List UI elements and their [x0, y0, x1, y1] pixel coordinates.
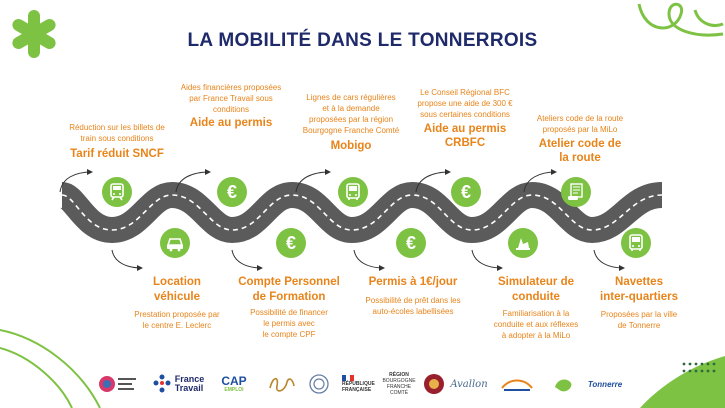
item-heading: Location véhicule [153, 276, 201, 303]
emblem-logo [304, 366, 334, 402]
svg-text:€: € [461, 182, 471, 202]
bus-icon [621, 228, 651, 258]
item-description: Proposées par la ville de Tonnerre [600, 310, 678, 330]
item-aide-permis: Aides financières proposées par France T… [163, 82, 299, 130]
svg-text:€: € [406, 233, 416, 253]
item-tarif-sncf: Réduction sur les billets de train sous … [55, 122, 179, 161]
bus-icon [338, 177, 368, 207]
item-heading: Permis à 1€/jour [368, 276, 458, 288]
road [58, 181, 664, 244]
item-description: Familiarisation à la conduite et aux réf… [493, 309, 579, 340]
page-title: LA MOBILITÉ DANS LE TONNERROIS [187, 30, 538, 51]
item-description: Possibilité de financer le permis avec l… [250, 308, 328, 339]
euro-icon: € [451, 177, 481, 207]
svg-text:€: € [286, 233, 296, 253]
item-heading: Mobigo [330, 140, 372, 152]
euro-icon: € [396, 228, 426, 258]
item-description: Lignes de cars régulières et à la demand… [302, 93, 400, 135]
item-description: Possibilité de prêt dans les auto-écoles… [365, 296, 461, 316]
signature-logo [264, 366, 300, 402]
green-corner-lines-decoration [0, 329, 101, 408]
green-region-logo [548, 366, 578, 402]
item-navettes: Navettes inter-quartiers Proposées par l… [584, 275, 694, 331]
green-swirl-decoration [637, 2, 724, 37]
green-corner-shape-decoration [640, 356, 725, 408]
euro-icon: € [276, 228, 306, 258]
connector-arrows [59, 169, 625, 271]
item-location-vehicule: Location véhicule Prestation proposée pa… [114, 275, 240, 331]
svg-text:€: € [227, 182, 237, 202]
item-cpf: Compte Personnel de Formation Possibilit… [228, 275, 350, 340]
item-description: Aides financières proposées par France T… [180, 83, 282, 114]
item-heading: Atelier code de la route [538, 138, 622, 164]
simulator-icon [508, 228, 538, 258]
item-heading: Simulateur de conduite [497, 276, 575, 303]
item-mobigo: Lignes de cars régulières et à la demand… [286, 92, 416, 153]
item-permis-1-euro: Permis à 1€/jour Possibilité de prêt dan… [350, 275, 476, 317]
partner-logos: France Travail CAP EMPLOI RÉPUBLIQUE FRA… [0, 366, 725, 402]
item-heading: Aide au permis [189, 117, 273, 129]
item-aide-permis-crbfc: Le Conseil Régional BFC propose une aide… [400, 87, 530, 150]
france-travail-logo: France Travail [150, 366, 206, 402]
item-heading: Compte Personnel de Formation [238, 276, 340, 303]
item-heading: Tarif réduit SNCF [70, 148, 164, 160]
cap-emploi-logo: CAP EMPLOI [221, 373, 247, 393]
green-star-decoration [12, 10, 56, 58]
train-icon [102, 177, 132, 207]
tonnerre-logo: Tonnerre [587, 379, 623, 389]
item-simulateur: Simulateur de conduite Familiarisation à… [474, 275, 598, 341]
car-icon [160, 228, 190, 258]
euro-icon: € [217, 177, 247, 207]
item-heading: Aide au permis CRBFC [423, 123, 507, 149]
mission-locale-logo [95, 366, 141, 402]
item-description: Prestation proposée par le centre E. Lec… [134, 310, 220, 330]
round-crest-logo [420, 366, 448, 402]
item-description: Ateliers code de la route proposés par l… [536, 114, 624, 134]
avallon-logo: Avallon [450, 378, 488, 390]
item-description: Réduction sur les billets de train sous … [69, 123, 165, 143]
communaute-logo [497, 366, 537, 402]
item-heading: Navettes inter-quartiers [600, 276, 678, 303]
region-bfc-logo: RÉGION BOURGOGNE FRANCHE COMTÉ [382, 372, 416, 396]
item-description: Le Conseil Régional BFC propose une aide… [417, 88, 513, 119]
republique-francaise-logo: RÉPUBLIQUE FRANÇAISE [342, 366, 378, 402]
item-atelier-code: Ateliers code de la route proposés par l… [518, 113, 642, 165]
code-atelier-icon [561, 177, 591, 207]
dots-decoration [682, 362, 716, 373]
